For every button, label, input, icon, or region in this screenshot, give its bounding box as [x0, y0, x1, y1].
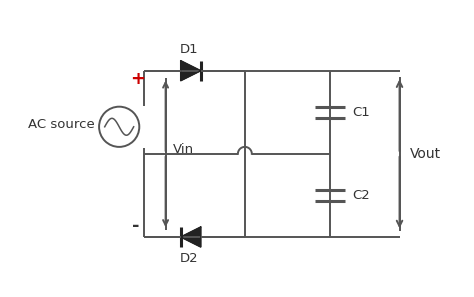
Polygon shape [181, 227, 201, 247]
Text: +: + [130, 70, 145, 88]
Text: D1: D1 [180, 43, 198, 56]
Text: Vout: Vout [410, 147, 441, 161]
Text: -: - [132, 217, 139, 235]
Polygon shape [181, 61, 201, 81]
Text: D2: D2 [180, 252, 198, 265]
Text: Vin: Vin [173, 143, 194, 157]
Text: C1: C1 [352, 106, 370, 119]
Text: C2: C2 [352, 189, 370, 202]
Text: AC source: AC source [27, 118, 94, 131]
